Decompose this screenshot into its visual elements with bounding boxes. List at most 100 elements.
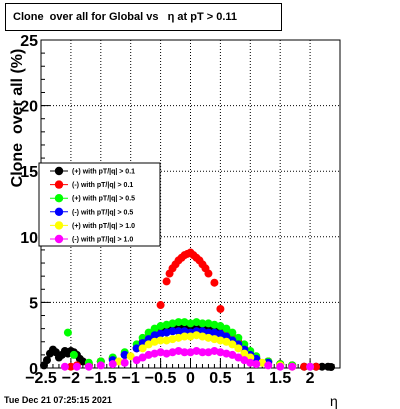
data-point bbox=[42, 356, 51, 365]
legend: (+) with pT/|q| > 0.1 (-) with pT/|q| > 0… bbox=[38, 162, 161, 247]
data-point bbox=[222, 349, 231, 358]
data-point bbox=[264, 361, 273, 370]
x-tick-label: −0.5 bbox=[145, 370, 177, 387]
data-point bbox=[150, 337, 159, 346]
data-point bbox=[168, 335, 177, 344]
x-tick-label: 2 bbox=[306, 370, 315, 387]
data-point bbox=[198, 332, 207, 341]
data-point bbox=[168, 319, 177, 328]
x-axis-label: η bbox=[330, 393, 338, 409]
data-point bbox=[78, 357, 87, 366]
data-point bbox=[216, 336, 225, 345]
data-point bbox=[69, 350, 78, 359]
data-point bbox=[114, 357, 123, 366]
data-point bbox=[318, 362, 327, 371]
data-point bbox=[222, 324, 231, 333]
data-point bbox=[180, 318, 189, 327]
data-point bbox=[156, 322, 165, 331]
legend-label: (-) with pT/|q| > 0.5 bbox=[72, 209, 133, 216]
data-point bbox=[192, 346, 201, 355]
data-point bbox=[234, 344, 243, 353]
y-axis-label: Clone over all (%) bbox=[9, 48, 26, 188]
legend-label: (+) with pT/|q| > 0.1 bbox=[72, 169, 135, 176]
x-tick-label: −1.5 bbox=[85, 370, 117, 387]
data-point bbox=[174, 333, 183, 342]
data-point bbox=[120, 350, 129, 359]
y-tick-label: 0 bbox=[29, 361, 38, 378]
data-markers bbox=[39, 248, 336, 371]
datestamp: Tue Dec 21 07:25:15 2021 bbox=[4, 395, 112, 405]
chart-title: Clone over all for Global vs η at pT > 0… bbox=[13, 11, 238, 23]
data-point bbox=[162, 277, 171, 286]
data-point bbox=[216, 348, 225, 357]
data-point bbox=[174, 346, 183, 355]
legend-marker bbox=[54, 180, 64, 189]
data-point bbox=[180, 348, 189, 357]
data-point bbox=[210, 278, 219, 287]
legend-label: (-) with pT/|q| > 0.1 bbox=[72, 182, 133, 189]
chart-title-box: Clone over all for Global vs η at pT > 0… bbox=[5, 3, 282, 31]
data-point bbox=[156, 329, 165, 338]
data-point bbox=[300, 362, 309, 371]
data-point bbox=[240, 349, 249, 358]
data-point bbox=[210, 335, 219, 344]
data-point bbox=[126, 352, 135, 361]
data-point bbox=[204, 319, 213, 328]
data-point bbox=[210, 320, 219, 329]
data-point bbox=[180, 332, 189, 341]
data-point bbox=[222, 337, 231, 346]
data-point bbox=[60, 362, 69, 371]
data-point bbox=[186, 319, 195, 328]
series-5 bbox=[60, 346, 315, 371]
data-point bbox=[186, 332, 195, 341]
data-point bbox=[150, 331, 159, 340]
data-point bbox=[204, 348, 213, 357]
data-point bbox=[258, 358, 267, 367]
data-point bbox=[192, 331, 201, 340]
legend-marker bbox=[54, 207, 64, 216]
legend-marker bbox=[54, 194, 64, 203]
data-point bbox=[132, 344, 141, 353]
y-tick-label: 15 bbox=[20, 164, 38, 181]
legend-marker bbox=[54, 221, 64, 230]
data-point bbox=[216, 304, 225, 313]
x-tick-label: 1 bbox=[246, 370, 255, 387]
legend-marker bbox=[54, 166, 64, 176]
x-tick-label: 0 bbox=[186, 370, 195, 387]
data-point bbox=[192, 318, 201, 327]
data-point bbox=[144, 350, 153, 359]
grid-lines bbox=[41, 40, 340, 368]
x-tick-label: 0.5 bbox=[209, 370, 231, 387]
data-point bbox=[204, 269, 213, 278]
data-point bbox=[150, 324, 159, 333]
y-tick-label: 10 bbox=[20, 230, 38, 247]
data-point bbox=[138, 353, 147, 362]
x-tick-label: 1.5 bbox=[269, 370, 291, 387]
data-point bbox=[288, 362, 297, 371]
data-point bbox=[174, 327, 183, 336]
data-point bbox=[228, 340, 237, 349]
data-point bbox=[66, 362, 75, 371]
data-point bbox=[216, 329, 225, 338]
data-point bbox=[96, 361, 105, 370]
data-point bbox=[246, 358, 255, 367]
x-tick-label: −2.5 bbox=[25, 370, 57, 387]
data-point bbox=[204, 333, 213, 342]
data-point bbox=[72, 362, 81, 371]
data-point bbox=[174, 318, 183, 327]
x-tick-label: −1 bbox=[122, 370, 140, 387]
data-point bbox=[168, 327, 177, 336]
data-point bbox=[306, 362, 315, 371]
data-point bbox=[234, 333, 243, 342]
data-point bbox=[144, 340, 153, 349]
data-point bbox=[120, 358, 129, 367]
y-tick-label: 25 bbox=[20, 33, 38, 50]
data-point bbox=[132, 356, 141, 365]
data-point bbox=[162, 336, 171, 345]
data-point bbox=[156, 336, 165, 345]
data-point bbox=[198, 348, 207, 357]
data-point bbox=[252, 360, 261, 369]
data-point bbox=[162, 349, 171, 358]
data-point bbox=[228, 328, 237, 337]
